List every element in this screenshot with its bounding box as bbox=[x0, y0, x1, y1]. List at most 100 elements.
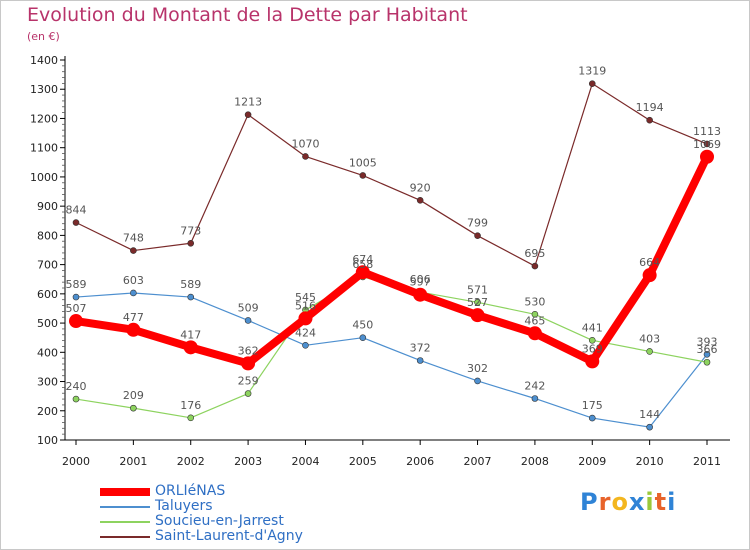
y-tick-label: 800 bbox=[37, 229, 58, 242]
data-label: 507 bbox=[66, 302, 87, 315]
data-label: 589 bbox=[180, 278, 201, 291]
data-label: 240 bbox=[66, 380, 87, 393]
data-point bbox=[703, 358, 711, 366]
legend-swatch bbox=[100, 521, 150, 523]
data-point bbox=[588, 414, 596, 422]
legend-label: Saint-Laurent-d'Agny bbox=[155, 528, 303, 544]
data-label: 674 bbox=[352, 253, 373, 266]
data-point bbox=[302, 341, 309, 349]
data-label: 1113 bbox=[693, 125, 721, 138]
legend-swatch bbox=[100, 488, 150, 496]
x-tick-label: 2001 bbox=[119, 455, 147, 468]
series-line bbox=[75, 292, 708, 428]
data-label: 176 bbox=[180, 399, 201, 412]
x-tick-label: 2005 bbox=[349, 455, 377, 468]
data-point bbox=[244, 390, 252, 397]
data-label: 530 bbox=[524, 295, 545, 308]
data-label: 209 bbox=[123, 389, 144, 402]
data-point bbox=[241, 356, 256, 371]
data-point bbox=[703, 140, 711, 148]
data-point bbox=[531, 311, 539, 318]
data-label: 545 bbox=[295, 291, 316, 304]
data-label: 509 bbox=[238, 301, 259, 314]
data-point bbox=[646, 348, 653, 355]
data-label: 259 bbox=[238, 375, 259, 388]
logo-letter: i bbox=[645, 488, 655, 516]
legend-label: Taluyers bbox=[155, 498, 213, 514]
legend-swatch bbox=[100, 506, 150, 508]
y-tick-label: 100 bbox=[37, 434, 58, 447]
data-point bbox=[416, 197, 424, 204]
data-label: 597 bbox=[410, 276, 431, 289]
y-tick-label: 1400 bbox=[30, 54, 58, 67]
data-label: 603 bbox=[123, 274, 144, 287]
data-point bbox=[69, 314, 83, 329]
data-point bbox=[359, 172, 367, 179]
data-point bbox=[355, 265, 370, 280]
data-label: 1070 bbox=[291, 137, 319, 150]
x-tick-label: 2002 bbox=[177, 455, 205, 468]
chart-title: Evolution du Montant de la Dette par Hab… bbox=[27, 4, 468, 26]
data-point bbox=[474, 377, 481, 385]
data-label: 372 bbox=[410, 341, 431, 354]
data-label: 362 bbox=[238, 344, 259, 357]
y-tick-label: 300 bbox=[37, 376, 58, 389]
data-point bbox=[130, 404, 137, 412]
data-label: 516 bbox=[295, 299, 316, 312]
data-point bbox=[642, 268, 657, 283]
data-point bbox=[588, 80, 596, 87]
y-tick-label: 500 bbox=[37, 317, 58, 330]
data-label: 920 bbox=[410, 181, 431, 194]
data-point bbox=[700, 149, 714, 164]
data-point bbox=[183, 340, 198, 355]
data-point bbox=[244, 317, 252, 324]
x-tick-label: 2007 bbox=[464, 455, 492, 468]
data-point bbox=[413, 287, 428, 302]
data-point bbox=[588, 337, 596, 344]
x-tick-label: 2010 bbox=[636, 455, 664, 468]
logo-letter: o bbox=[611, 488, 629, 516]
data-label: 1194 bbox=[636, 101, 664, 114]
y-tick-label: 200 bbox=[37, 405, 58, 418]
data-label: 1213 bbox=[234, 96, 262, 109]
data-label: 424 bbox=[295, 326, 316, 339]
data-label: 366 bbox=[697, 343, 718, 356]
y-tick-label: 1100 bbox=[30, 142, 58, 155]
y-tick-label: 400 bbox=[37, 346, 58, 359]
series-3 bbox=[72, 80, 711, 270]
data-point bbox=[585, 354, 600, 369]
data-point bbox=[126, 322, 141, 337]
data-point bbox=[130, 289, 137, 297]
x-tick-label: 2003 bbox=[234, 455, 262, 468]
data-point bbox=[187, 239, 195, 247]
logo-letter: P bbox=[580, 488, 599, 516]
x-tick-label: 2006 bbox=[406, 455, 434, 468]
x-tick-label: 2000 bbox=[62, 455, 90, 468]
data-point bbox=[244, 111, 252, 118]
data-label: 606 bbox=[410, 273, 431, 286]
proxiti-logo: Proxiti bbox=[580, 488, 676, 516]
y-tick-label: 600 bbox=[37, 288, 58, 301]
data-point bbox=[72, 293, 80, 301]
data-point bbox=[527, 326, 542, 341]
data-label: 773 bbox=[180, 224, 201, 237]
series-line bbox=[72, 152, 711, 368]
chart-subtitle: (en €) bbox=[27, 30, 60, 43]
series-line bbox=[75, 276, 708, 419]
data-label: 417 bbox=[180, 328, 201, 341]
data-label: 403 bbox=[639, 332, 660, 345]
y-tick-label: 900 bbox=[37, 200, 58, 213]
data-label: 175 bbox=[582, 399, 603, 412]
data-point bbox=[359, 334, 367, 341]
data-label: 1319 bbox=[578, 65, 606, 78]
data-label: 393 bbox=[697, 335, 718, 348]
x-tick-label: 2008 bbox=[521, 455, 549, 468]
y-tick-label: 1200 bbox=[30, 112, 58, 125]
data-point bbox=[474, 232, 481, 239]
data-point bbox=[187, 414, 195, 422]
logo-letter: x bbox=[628, 488, 646, 516]
data-label: 1069 bbox=[693, 138, 721, 151]
data-label: 302 bbox=[467, 362, 488, 375]
data-point bbox=[72, 219, 80, 226]
